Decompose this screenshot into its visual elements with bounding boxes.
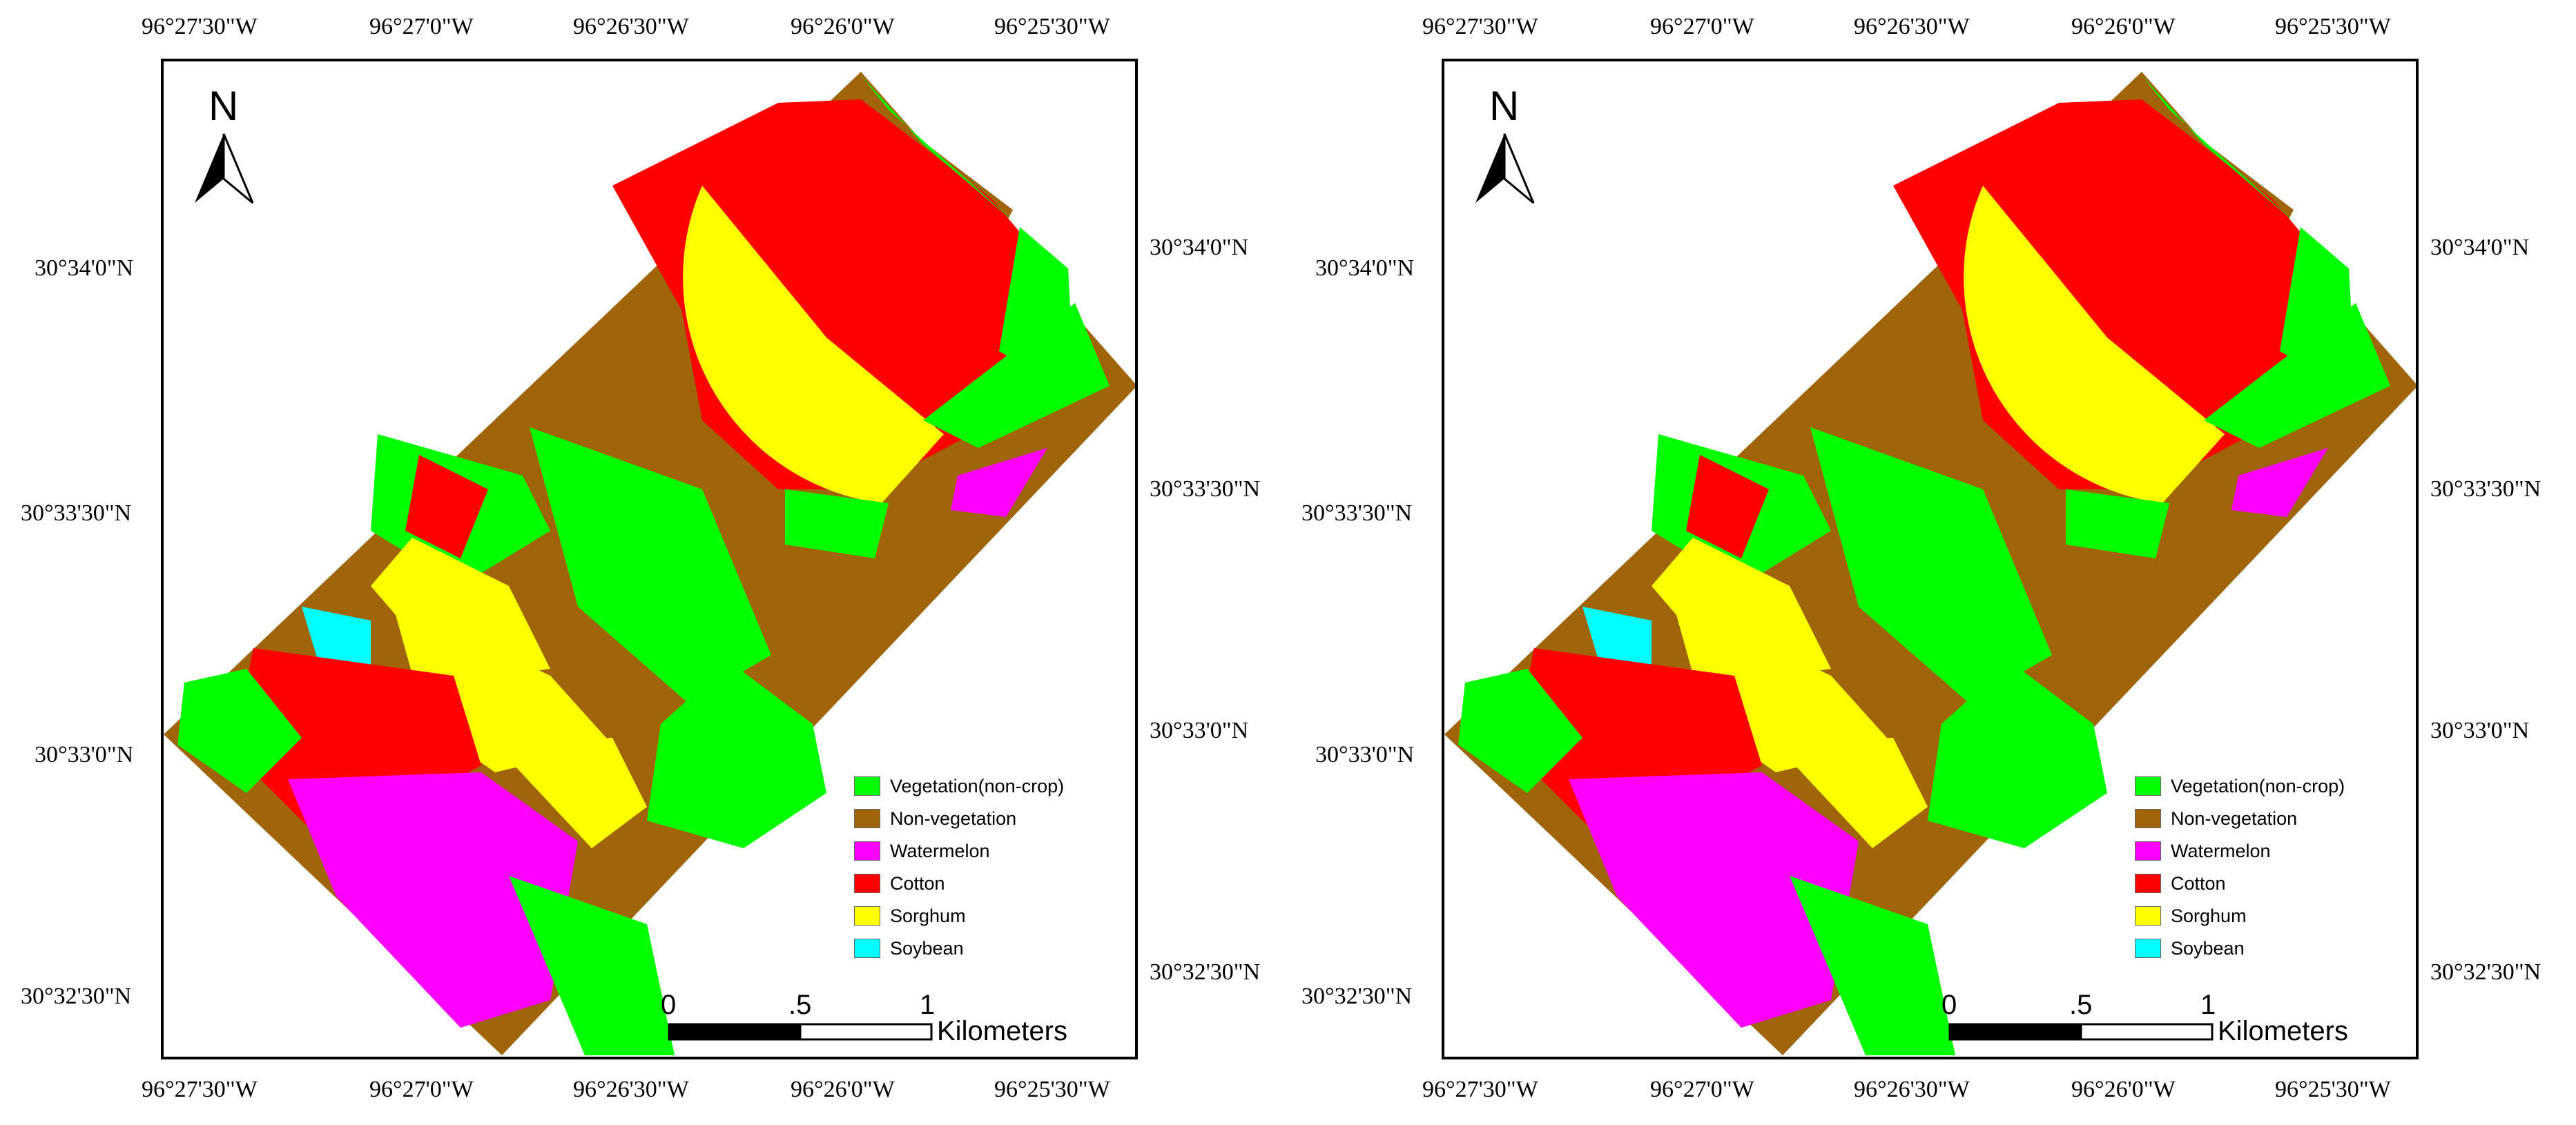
left-lat-label: 30°33'0"N	[35, 742, 134, 767]
legend-item-cotton: Cotton	[2135, 870, 2226, 897]
bottom-lon-label: 96°27'0"W	[369, 1077, 474, 1102]
left-lat-label: 30°32'30"N	[1301, 984, 1413, 1009]
legend: Vegetation(non-crop) Non-vegetation Wate…	[2135, 772, 2411, 972]
legend-item-vegetation-noncrop: Vegetation(non-crop)	[2135, 772, 2345, 800]
north-arrow-icon	[195, 133, 254, 204]
map-panel-right: 96°27'30"W 96°27'0"W 96°26'30"W 96°26'0"…	[1281, 0, 2568, 1125]
legend-label: Non-vegetation	[890, 808, 1017, 829]
north-arrow: N	[1465, 82, 1548, 206]
left-lat-label: 30°34'0"N	[1315, 255, 1415, 281]
legend-swatch	[854, 874, 880, 893]
scale-bar-graphic	[1948, 1023, 2214, 1041]
map-panel-left: 96°27'30"W 96°27'0"W 96°26'30"W 96°26'0"…	[21, 14, 1261, 1102]
bottom-lon-label: 96°26'0"W	[2071, 1077, 2176, 1102]
legend-item-watermelon: Watermelon	[2135, 837, 2271, 865]
right-lat-label: 30°33'0"N	[2430, 718, 2530, 743]
legend-item-sorghum: Sorghum	[2135, 902, 2247, 930]
north-label: N	[209, 83, 239, 129]
legend-label: Soybean	[890, 937, 964, 959]
scale-tick-label: .5	[2069, 990, 2093, 1020]
left-lat-label: 30°32'30"N	[21, 984, 132, 1009]
bottom-lon-label: 96°25'30"W	[2275, 1077, 2391, 1102]
legend-swatch	[854, 809, 880, 828]
top-lon-label: 96°25'30"W	[2275, 14, 2391, 39]
legend-label: Sorghum	[2171, 905, 2247, 926]
legend-label: Non-vegetation	[2171, 808, 2298, 829]
left-lat-label: 30°33'30"N	[1301, 500, 1413, 526]
scale-tick-label: 1	[2200, 990, 2216, 1020]
legend-swatch	[2135, 906, 2161, 926]
scale-tick-label: 0	[1941, 990, 1957, 1020]
scale-bar-graphic	[668, 1023, 933, 1041]
legend-item-non-vegetation: Non-vegetation	[854, 805, 1016, 832]
legend-label: Cotton	[2171, 872, 2226, 894]
scale-bar: 0 .5 1 Kilometers	[661, 990, 1110, 1046]
bottom-lon-label: 96°26'30"W	[573, 1077, 689, 1102]
legend-label: Vegetation(non-crop)	[890, 775, 1065, 796]
bottom-lon-label: 96°25'30"W	[994, 1077, 1110, 1102]
bottom-lon-label: 96°27'30"W	[142, 1077, 258, 1102]
top-lon-label: 96°27'30"W	[1422, 14, 1538, 39]
legend-label: Watermelon	[2171, 840, 2271, 861]
left-lat-label: 30°33'0"N	[1315, 742, 1415, 767]
legend-label: Watermelon	[890, 840, 990, 861]
scale-unit-label: Kilometers	[2218, 1016, 2348, 1046]
legend-swatch	[2135, 809, 2161, 828]
right-lat-label: 30°33'30"N	[2430, 476, 2541, 502]
legend-label: Vegetation(non-crop)	[2171, 775, 2345, 796]
legend-swatch	[854, 906, 880, 926]
legend-label: Cotton	[890, 872, 945, 894]
classification-map	[164, 72, 1135, 1055]
right-lat-label: 30°33'30"N	[1150, 476, 1261, 502]
north-arrow-icon	[1475, 133, 1535, 204]
top-lon-label: 96°27'0"W	[369, 14, 474, 39]
legend: Vegetation(non-crop) Non-vegetation Wate…	[854, 772, 1130, 972]
scale-bar: 0 .5 1 Kilometers	[1941, 990, 2390, 1046]
top-lon-label: 96°25'30"W	[994, 14, 1110, 39]
legend-swatch	[2135, 841, 2161, 861]
top-lon-label: 96°27'0"W	[1650, 14, 1754, 39]
scale-tick-label: 1	[920, 990, 936, 1020]
legend-item-non-vegetation: Non-vegetation	[2135, 805, 2297, 832]
bottom-lon-label: 96°26'30"W	[1854, 1077, 1970, 1102]
scale-tick-label: 0	[661, 990, 677, 1020]
right-lat-label: 30°34'0"N	[2430, 235, 2530, 260]
bottom-lon-label: 96°26'0"W	[791, 1077, 895, 1102]
bottom-lon-label: 96°27'0"W	[1650, 1077, 1754, 1102]
legend-label: Soybean	[2171, 937, 2245, 959]
legend-item-soybean: Soybean	[854, 935, 964, 962]
legend-item-watermelon: Watermelon	[854, 837, 990, 865]
legend-swatch	[854, 776, 880, 796]
left-lat-label: 30°33'30"N	[21, 500, 132, 526]
right-lat-label: 30°32'30"N	[2430, 959, 2541, 985]
north-arrow: N	[184, 82, 267, 206]
scale-tick-label: .5	[788, 990, 812, 1020]
top-lon-label: 96°26'0"W	[791, 14, 895, 39]
top-lon-label: 96°26'30"W	[1854, 14, 1970, 39]
top-lon-label: 96°27'30"W	[142, 14, 258, 39]
legend-swatch	[2135, 874, 2161, 893]
legend-item-cotton: Cotton	[854, 870, 945, 897]
bottom-lon-label: 96°27'30"W	[1422, 1077, 1538, 1102]
top-lon-label: 96°26'30"W	[573, 14, 689, 39]
legend-swatch	[2135, 776, 2161, 796]
left-lat-label: 30°34'0"N	[35, 255, 134, 281]
legend-swatch	[854, 841, 880, 861]
right-lat-label: 30°33'0"N	[1150, 718, 1249, 743]
legend-label: Sorghum	[890, 905, 966, 926]
north-label: N	[1489, 83, 1520, 129]
map-frame: N Vegetation(non-crop) Non-vegetation Wa…	[1442, 59, 2419, 1059]
legend-item-sorghum: Sorghum	[854, 902, 966, 930]
legend-swatch	[2135, 939, 2161, 958]
right-lat-label: 30°34'0"N	[1150, 235, 1249, 260]
legend-swatch	[854, 939, 880, 958]
map-frame: N Vegetation(non-crop) Non-vegetation Wa…	[161, 59, 1138, 1059]
top-lon-label: 96°26'0"W	[2071, 14, 2176, 39]
right-lat-label: 30°32'30"N	[1150, 959, 1261, 985]
scale-unit-label: Kilometers	[937, 1016, 1067, 1046]
legend-item-soybean: Soybean	[2135, 935, 2245, 962]
classification-map	[1444, 72, 2416, 1055]
legend-item-vegetation-noncrop: Vegetation(non-crop)	[854, 772, 1064, 800]
